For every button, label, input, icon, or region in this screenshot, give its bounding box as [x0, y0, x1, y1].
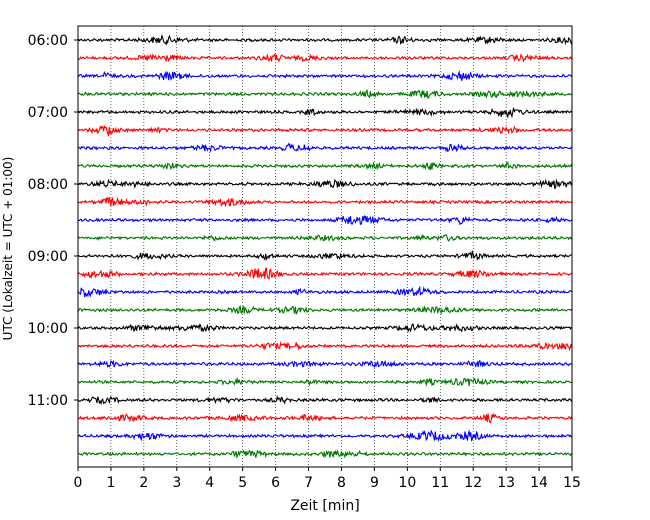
x-axis: 0 1 2 3 4 5 6 7 8 9 10 11 12 13 14 15 [74, 467, 581, 491]
y-tick-label: 11:00 [28, 393, 68, 409]
seismic-trace [77, 305, 573, 316]
seismic-trace [77, 142, 573, 153]
y-tick-label: 08:00 [28, 177, 68, 193]
y-tick-label: 07:00 [28, 105, 68, 121]
seismic-trace [77, 267, 573, 281]
x-tick-label: 11 [431, 475, 449, 491]
seismic-trace [77, 359, 573, 369]
x-tick-label: 5 [238, 475, 247, 491]
x-tick-label: 3 [172, 475, 181, 491]
x-tick-label: 8 [337, 475, 346, 491]
x-tick-label: 0 [74, 475, 83, 491]
seismic-trace [77, 377, 572, 387]
x-tick-label: 2 [139, 475, 148, 491]
seismic-trace [77, 449, 573, 459]
y-tick-label: 09:00 [28, 249, 68, 265]
x-tick-label: 13 [497, 475, 515, 491]
seismic-trace [77, 429, 573, 443]
x-tick-label: 1 [106, 475, 115, 491]
x-axis-label: Zeit [min] [290, 498, 359, 514]
seismic-trace [77, 249, 573, 262]
seismic-trace [77, 215, 573, 226]
seismic-trace [77, 285, 573, 298]
seismic-trace [77, 52, 573, 63]
seismic-trace [77, 196, 573, 208]
y-tick-label: 10:00 [28, 321, 68, 337]
x-tick-label: 4 [205, 475, 214, 491]
x-tick-label: 12 [464, 475, 482, 491]
seismic-trace [77, 412, 573, 424]
seismic-trace [77, 233, 573, 242]
x-tick-label: 10 [398, 475, 416, 491]
seismic-trace [77, 70, 573, 82]
plot-frame [77, 25, 573, 468]
seismic-trace [77, 178, 573, 189]
x-tick-label: 15 [563, 475, 581, 491]
y-axis: 06:00 07:00 08:00 09:00 10:00 11:00 [28, 33, 78, 409]
x-tick-label: 14 [530, 475, 548, 491]
trace-series [77, 33, 573, 459]
seismic-trace [78, 88, 573, 99]
seismic-trace [77, 322, 573, 333]
x-tick-label: 9 [370, 475, 379, 491]
seismic-trace [77, 341, 573, 352]
x-tick-label: 7 [304, 475, 313, 491]
seismic-trace [77, 394, 573, 406]
seismic-trace [77, 107, 573, 119]
y-axis-label: UTC (Lokalzeit = UTC + 01:00) [1, 157, 15, 341]
seismic-trace [77, 33, 573, 46]
seismic-trace [77, 124, 573, 138]
x-tick-label: 6 [271, 475, 280, 491]
y-tick-label: 06:00 [28, 33, 68, 49]
seismic-trace [77, 161, 573, 171]
